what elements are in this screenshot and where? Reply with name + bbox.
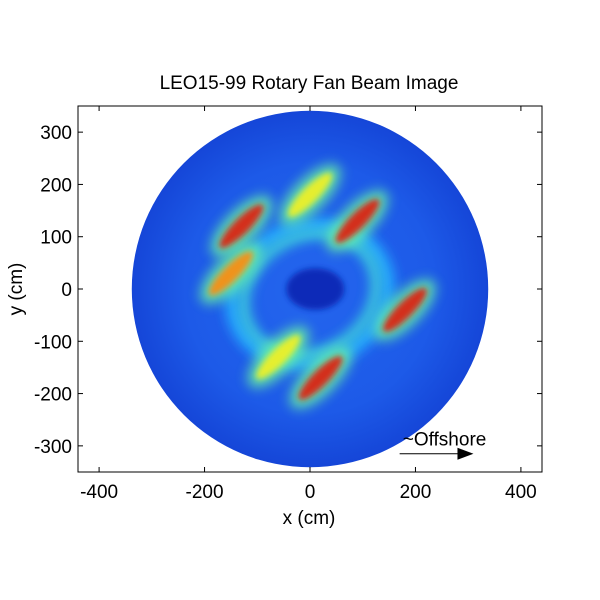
- y-axis-label: y (cm): [6, 263, 27, 316]
- high-intensity-region: [335, 199, 380, 243]
- y-axis-ticks: 300 200 100 0 -100 -200 -300: [34, 123, 542, 458]
- offshore-arrowhead: [457, 447, 474, 460]
- dark-center: [286, 268, 345, 310]
- high-intensity-region: [382, 287, 427, 332]
- high-intensity-region: [298, 355, 343, 400]
- high-intensity-region: [208, 251, 253, 296]
- offshore-label: ~Offshore: [403, 430, 487, 451]
- x-axis-ticks: -400 -200 0 200 400: [80, 106, 537, 503]
- plot-area: [131, 110, 489, 468]
- x-axis-label: x (cm): [283, 508, 336, 529]
- y-tick-label: -300: [34, 437, 72, 458]
- x-tick-label: -200: [186, 482, 224, 503]
- y-tick-label: 300: [40, 123, 72, 144]
- y-tick-label: -200: [34, 385, 72, 406]
- y-tick-label: 0: [61, 280, 72, 301]
- y-tick-label: 200: [40, 175, 72, 196]
- x-tick-label: 0: [305, 482, 316, 503]
- offshore-annotation: ~Offshore: [399, 430, 487, 460]
- high-intensity-region: [219, 204, 264, 249]
- echo-ring: [239, 228, 381, 360]
- intensity-layer: [200, 164, 436, 409]
- y-tick-label: 100: [40, 228, 72, 249]
- x-tick-label: -400: [80, 482, 118, 503]
- x-tick-label: 400: [505, 482, 537, 503]
- high-intensity-region: [288, 172, 332, 217]
- x-tick-label: 200: [400, 482, 432, 503]
- chart-title: LEO15-99 Rotary Fan Beam Image: [160, 73, 459, 94]
- high-intensity-region: [256, 335, 301, 379]
- y-tick-label: -100: [34, 332, 72, 353]
